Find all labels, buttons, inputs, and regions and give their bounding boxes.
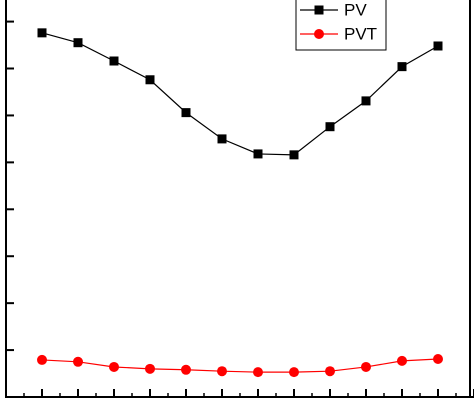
legend-box xyxy=(295,0,387,51)
marker xyxy=(37,354,47,365)
marker xyxy=(109,361,119,372)
marker xyxy=(361,96,371,106)
marker xyxy=(289,367,299,378)
legend-marker xyxy=(314,5,324,15)
marker xyxy=(37,28,47,38)
legend-marker xyxy=(314,29,324,39)
series-line xyxy=(41,32,439,156)
marker xyxy=(325,122,335,132)
marker xyxy=(217,366,227,377)
marker xyxy=(109,56,119,66)
marker xyxy=(181,364,191,375)
marker xyxy=(73,356,83,367)
marker xyxy=(433,353,443,364)
marker xyxy=(217,134,227,144)
marker xyxy=(397,355,407,366)
legend-label: PV xyxy=(344,0,367,19)
marker xyxy=(73,38,83,48)
marker xyxy=(433,41,443,51)
marker xyxy=(289,150,299,160)
marker xyxy=(361,361,371,372)
marker xyxy=(253,149,263,159)
marker xyxy=(181,108,191,118)
marker xyxy=(253,367,263,378)
series-line xyxy=(41,358,439,373)
marker xyxy=(397,62,407,72)
marker xyxy=(325,366,335,377)
marker xyxy=(145,75,155,85)
marker xyxy=(145,363,155,374)
legend-label: PVT xyxy=(344,24,377,43)
